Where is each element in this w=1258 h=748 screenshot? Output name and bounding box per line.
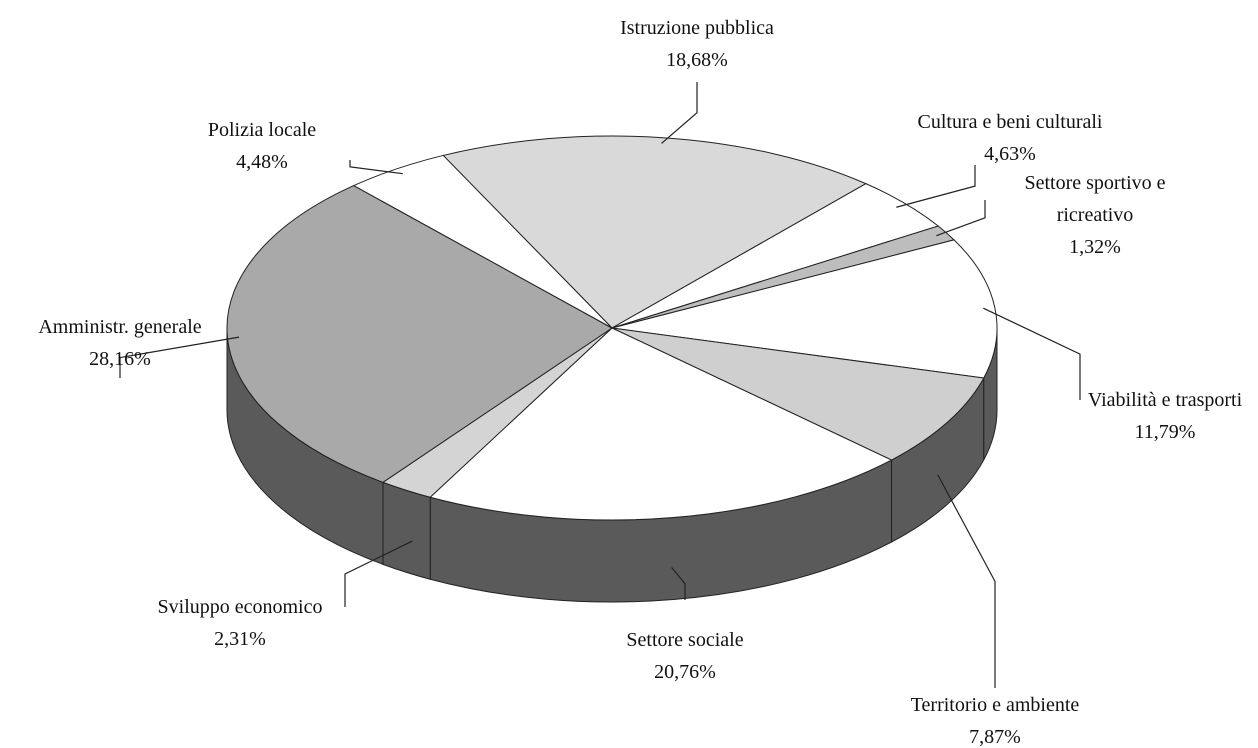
category-label: Settore sociale [626, 629, 744, 651]
slice [226, 185, 613, 483]
leader-line [936, 200, 986, 237]
leader-line [671, 567, 686, 600]
category-label: Cultura e beni culturali [917, 111, 1103, 133]
value-label: 1,32% [1069, 236, 1121, 258]
leader-line [937, 474, 996, 688]
category-label: Sviluppo economico [157, 596, 323, 618]
slice-label: Viabilità e trasporti 11,79% [1088, 384, 1242, 448]
value-label: 18,68% [666, 49, 728, 71]
slice-label: Polizia locale 4,48% [208, 114, 316, 178]
slice [611, 327, 985, 461]
leader-line [983, 307, 1081, 400]
value-label: 28,16% [89, 348, 151, 370]
slice-label: Sviluppo economico 2,31% [158, 591, 323, 655]
slice [611, 239, 998, 379]
leader-line [119, 336, 240, 378]
slice-label: Settore sportivo e ricreativo 1,32% [1000, 167, 1190, 263]
slice-label: Amministr. generale 28,16% [38, 311, 201, 375]
slice-label: Territorio e ambiente 7,87% [911, 689, 1080, 748]
slice-label: Cultura e beni culturali 4,63% [918, 106, 1103, 170]
slice [429, 327, 893, 521]
slice [352, 154, 613, 329]
category-label: Istruzione pubblica [620, 17, 774, 39]
slice-label: Settore sociale 20,76% [626, 624, 743, 688]
value-label: 2,31% [214, 628, 266, 650]
slice-side [382, 481, 431, 580]
category-label: Viabilità e trasporti [1087, 389, 1243, 411]
slice-label: Istruzione pubblica 18,68% [620, 12, 774, 76]
slice [442, 135, 867, 329]
value-label: 4,63% [984, 143, 1036, 165]
leader-line [661, 82, 698, 144]
leader-line [344, 540, 413, 607]
value-label: 20,76% [654, 661, 716, 683]
category-label: Polizia locale [207, 119, 317, 141]
value-label: 11,79% [1134, 421, 1196, 443]
value-label: 7,87% [969, 726, 1021, 748]
leader-line [349, 160, 403, 175]
value-label: 4,48% [236, 151, 288, 173]
category-label: Settore sportivo e ricreativo [1024, 172, 1166, 226]
leader-line [896, 165, 976, 208]
category-label: Territorio e ambiente [910, 694, 1080, 716]
category-label: Amministr. generale [38, 316, 202, 338]
